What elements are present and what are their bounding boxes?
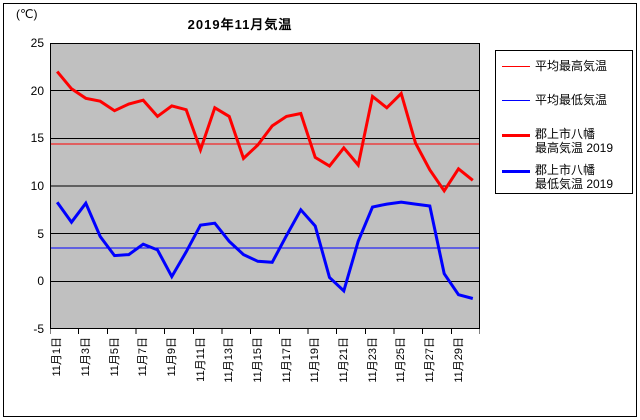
plot-area (50, 43, 480, 334)
legend-label: 最低気温 2019 (535, 177, 614, 191)
series-line-1 (55, 200, 474, 300)
y-axis-tick-label: -5 (33, 322, 44, 336)
legend-item-2019-max: 郡上市八幡 最高気温 2019 (502, 127, 626, 155)
legend-item-avg-max: 平均最高気温 (502, 59, 626, 73)
x-axis-tick-label: 11月11日 (194, 337, 207, 382)
x-axis-tick-label: 11月21日 (337, 337, 350, 383)
x-axis-tick-label: 11月25日 (395, 337, 408, 383)
legend-label: 平均最低気温 (535, 93, 608, 107)
chart-outer-border (3, 3, 637, 417)
y-axis-unit-label: (℃) (16, 7, 38, 21)
y-axis-tick-label: 20 (30, 83, 44, 98)
thin-red-line-swatch (502, 66, 530, 67)
plot-border (50, 43, 480, 329)
y-axis-tick-label: 0 (37, 274, 44, 289)
y-axis-tick-label: 15 (30, 131, 44, 146)
legend-item-avg-min: 平均最低気温 (502, 93, 626, 107)
x-axis-tick-label: 11月3日 (79, 337, 92, 377)
y-axis-tick-label: 5 (37, 226, 44, 241)
legend-label: 最高気温 2019 (535, 141, 614, 155)
thin-blue-line-swatch (502, 100, 530, 101)
legend-label: 平均最高気温 (535, 59, 608, 73)
thick-red-line-swatch (502, 134, 530, 137)
y-axis-tick-label: 25 (30, 36, 44, 50)
x-axis-tick-label: 11月23日 (366, 337, 379, 383)
series-line-0 (56, 70, 474, 194)
x-axis-tick-label: 11月17日 (280, 337, 293, 383)
x-axis-tick-label: 11月29日 (452, 337, 465, 383)
thick-blue-line-swatch (502, 170, 530, 173)
legend-label: 郡上市八幡 (535, 127, 596, 141)
x-axis-tick-label: 11月19日 (309, 337, 322, 383)
x-axis-tick-label: 11月1日 (51, 337, 64, 377)
x-axis-tick-label: 11月9日 (165, 337, 178, 377)
x-axis-tick-label: 11月5日 (108, 337, 121, 377)
legend-label: 郡上市八幡 (535, 163, 596, 177)
chart-legend: 平均最高気温 平均最低気温 郡上市八幡 最高気温 2019 郡上市八幡 最低気温… (495, 50, 633, 194)
y-axis-tick-label: 10 (30, 179, 44, 193)
chart-title: 2019年11月気温 (187, 17, 293, 32)
x-axis-tick-label: 11月7日 (137, 337, 150, 377)
x-axis-tick-label: 11月13日 (223, 337, 236, 383)
legend-item-2019-min: 郡上市八幡 最低気温 2019 (502, 163, 626, 191)
x-axis-tick-label: 11月15日 (251, 337, 264, 383)
x-axis-tick-label: 11月27日 (423, 337, 436, 383)
